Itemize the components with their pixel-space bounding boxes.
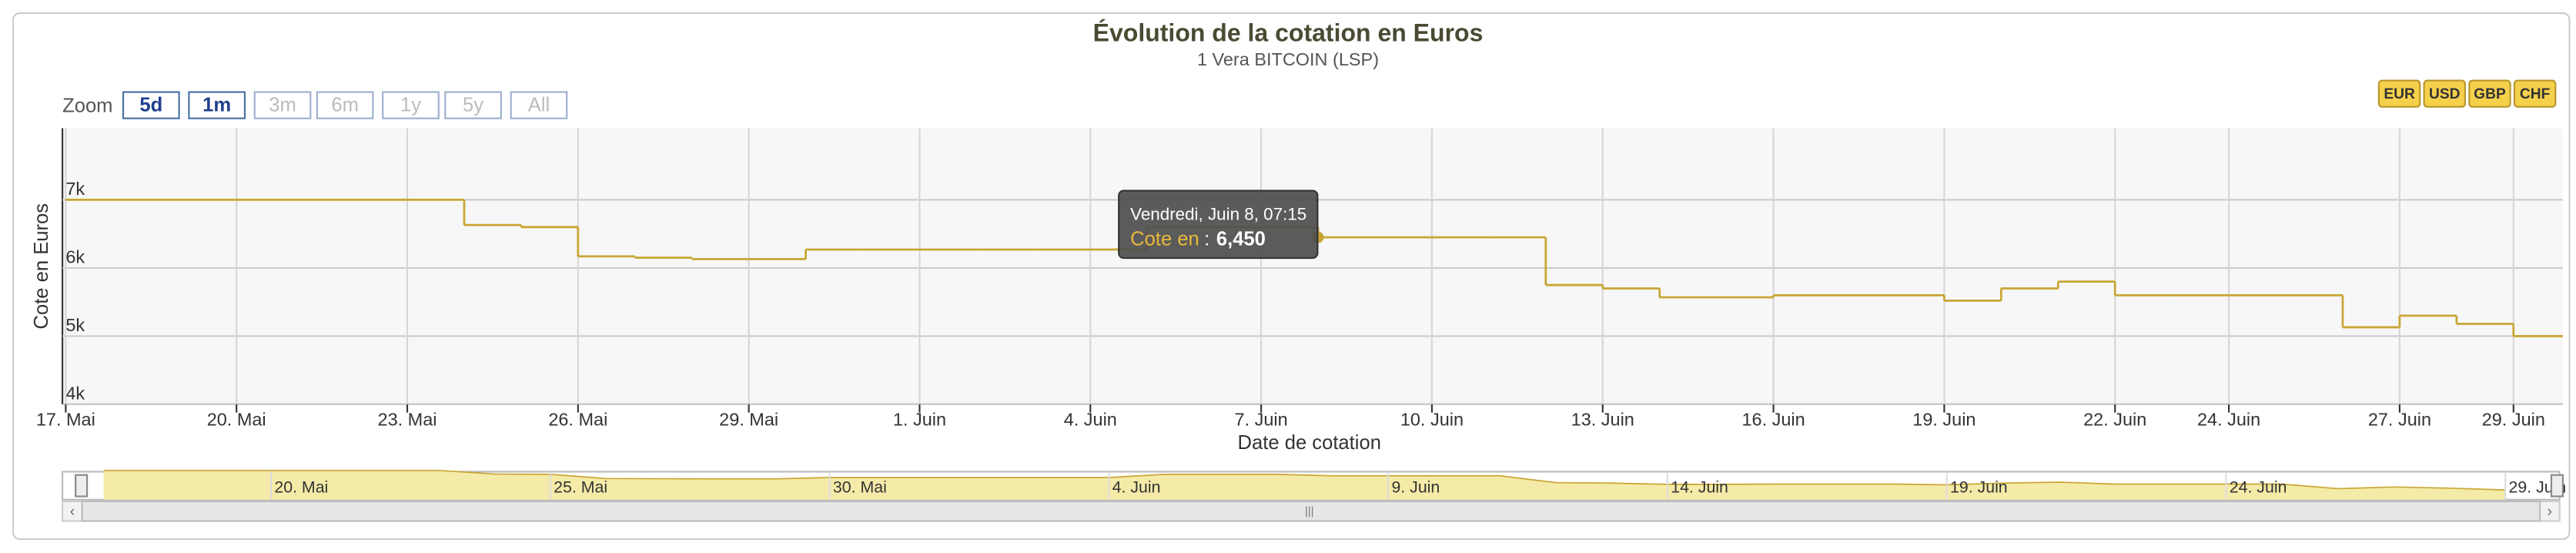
chart-title: Évolution de la cotation en Euros xyxy=(1093,18,1484,46)
currency-button[interactable] xyxy=(2513,79,2557,108)
zoom-button[interactable] xyxy=(188,91,246,119)
x-tick-label: 24. Juin xyxy=(2197,410,2260,430)
navigator-label: 9. Juin xyxy=(1391,478,1440,496)
x-tick-label: 1. Juin xyxy=(893,410,946,430)
y-tick-label: 4k xyxy=(65,383,85,403)
navigator-label: 20. Mai xyxy=(274,478,328,496)
zoom-button-label[interactable]: 5d xyxy=(139,94,162,116)
zoom-button[interactable] xyxy=(444,91,502,119)
tooltip-part: Cote en xyxy=(1130,228,1199,250)
x-tick-label: 4. Juin xyxy=(1064,410,1117,430)
tooltip-value-line: Cote en:6,450 xyxy=(1130,228,1266,250)
tooltip-box xyxy=(1118,189,1319,260)
zoom-button-label[interactable]: 3m xyxy=(269,94,296,116)
x-tick-label: 20. Mai xyxy=(207,410,266,430)
x-tick-label: 19. Juin xyxy=(1912,410,1975,430)
y-axis-title: Cote en Euros xyxy=(31,203,52,330)
x-tick-label: 17. Mai xyxy=(36,410,95,430)
zoom-button[interactable] xyxy=(316,91,374,119)
navigator-area xyxy=(103,470,2506,500)
navigator-handle-left[interactable] xyxy=(75,474,89,498)
scroll-right[interactable]: › xyxy=(2548,504,2552,520)
x-tick-label: 10. Juin xyxy=(1400,410,1464,430)
zoom-button[interactable] xyxy=(510,91,568,119)
x-tick-label: 27. Juin xyxy=(2368,410,2431,430)
navigator-label: 4. Juin xyxy=(1112,478,1161,496)
y-tick-label: 5k xyxy=(65,315,85,335)
navigator-label: 19. Juin xyxy=(1950,478,2008,496)
zoom-button[interactable] xyxy=(253,91,312,119)
currency-button[interactable] xyxy=(2423,79,2467,108)
navigator-label: 25. Mai xyxy=(554,478,607,496)
tooltip-date: Vendredi, Juin 8, 07:15 xyxy=(1130,204,1306,223)
x-tick-label: 22. Juin xyxy=(2083,410,2146,430)
x-tick-label: 13. Juin xyxy=(1571,410,1634,430)
zoom-button-label[interactable]: All xyxy=(528,94,550,116)
currency-button-label[interactable]: USD xyxy=(2429,86,2461,102)
scrollbar-thumb[interactable] xyxy=(81,500,2541,522)
x-axis-title: Date de cotation xyxy=(1238,432,1381,454)
x-tick-label: 23. Mai xyxy=(378,410,437,430)
navigator-line xyxy=(103,469,2506,491)
currency-button-label[interactable]: GBP xyxy=(2474,86,2506,102)
navigator-handle-right[interactable] xyxy=(2550,474,2564,498)
plot-background xyxy=(62,128,2563,404)
x-tick-label: 7. Juin xyxy=(1235,410,1288,430)
zoom-label: Zoom xyxy=(62,95,112,116)
navigator-label: 30. Mai xyxy=(833,478,887,496)
x-tick-label: 29. Mai xyxy=(719,410,778,430)
zoom-button-label[interactable]: 1m xyxy=(202,94,231,116)
chart-subtitle: 1 Vera BITCOIN (LSP) xyxy=(1197,49,1379,69)
scroll-grip: ||| xyxy=(1305,505,1314,518)
tooltip-part: : xyxy=(1204,228,1209,250)
x-tick-label: 26. Mai xyxy=(548,410,607,430)
x-tick-label: 16. Juin xyxy=(1741,410,1805,430)
scroll-left[interactable]: ‹ xyxy=(70,504,75,520)
zoom-button-label[interactable]: 5y xyxy=(463,94,483,116)
currency-button-label[interactable]: EUR xyxy=(2384,86,2415,102)
zoom-button-label[interactable]: 1y xyxy=(400,94,421,116)
zoom-button-label[interactable]: 6m xyxy=(331,94,359,116)
navigator-label: 24. Juin xyxy=(2230,478,2287,496)
y-tick-label: 7k xyxy=(65,179,85,199)
currency-button[interactable] xyxy=(2377,79,2421,108)
zoom-button[interactable] xyxy=(382,91,440,119)
currency-button-label[interactable]: CHF xyxy=(2520,86,2551,102)
zoom-button[interactable] xyxy=(122,91,180,119)
tooltip-part: 6,450 xyxy=(1216,228,1266,250)
currency-button[interactable] xyxy=(2468,79,2511,108)
y-tick-label: 6k xyxy=(65,246,85,266)
navigator-label: 14. Juin xyxy=(1671,478,1728,496)
x-tick-label: 29. Juin xyxy=(2482,410,2545,430)
